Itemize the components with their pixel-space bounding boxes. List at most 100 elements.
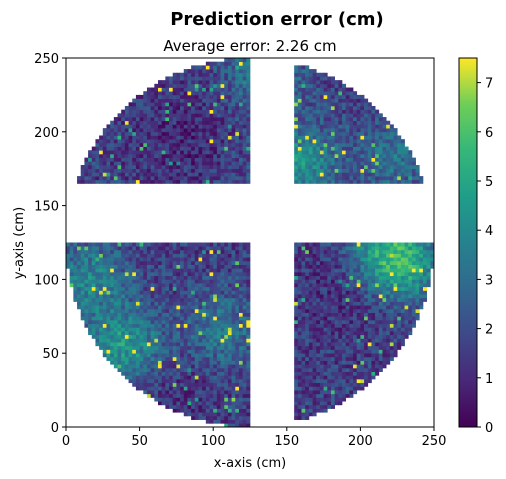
heatmap-cell: [161, 316, 166, 321]
heatmap-cell: [342, 294, 347, 299]
heatmap-cell: [187, 342, 192, 347]
heatmap-cell: [294, 338, 299, 343]
heatmap-cell: [128, 279, 133, 284]
heatmap-cell: [308, 87, 313, 92]
heatmap-cell: [84, 253, 89, 258]
heatmap-cell: [389, 168, 394, 173]
heatmap-cell: [99, 246, 104, 251]
heatmap-cell: [169, 117, 174, 122]
heatmap-cell: [216, 172, 221, 177]
heatmap-cell: [216, 83, 221, 88]
heatmap-cell: [191, 360, 196, 365]
heatmap-cell: [316, 308, 321, 313]
heatmap-cell: [367, 176, 372, 181]
heatmap-cell: [356, 312, 361, 317]
heatmap-cell: [165, 308, 170, 313]
heatmap-cell: [224, 76, 229, 81]
heatmap-cell: [209, 109, 214, 114]
heatmap-cell: [316, 360, 321, 365]
heatmap-cell: [327, 113, 332, 118]
heatmap-cell: [227, 124, 232, 129]
heatmap-cell: [176, 131, 181, 136]
heatmap-cell: [69, 253, 74, 258]
heatmap-cell: [367, 319, 372, 325]
heatmap-cell: [246, 58, 251, 63]
heatmap-cell: [242, 168, 247, 173]
heatmap-cell: [316, 345, 321, 350]
heatmap-cell: [378, 113, 383, 118]
heatmap-cell: [191, 246, 196, 251]
heatmap-cell: [180, 179, 185, 184]
heatmap-cell: [176, 142, 181, 147]
heatmap-cell: [301, 375, 306, 380]
heatmap-cell: [91, 297, 96, 302]
heatmap-cell: [198, 260, 203, 265]
heatmap-cell: [378, 367, 383, 372]
heatmap-cell: [143, 153, 148, 158]
heatmap-cell: [187, 408, 192, 413]
heatmap-cell: [213, 412, 218, 417]
heatmap-cell: [345, 249, 350, 254]
heatmap-cell: [375, 371, 380, 376]
heatmap-cell: [382, 124, 387, 129]
heatmap-cell: [139, 105, 144, 111]
heatmap-cell: [146, 172, 151, 177]
heatmap-cell: [242, 275, 247, 280]
heatmap-cell: [334, 94, 339, 99]
heatmap-cell: [84, 323, 89, 328]
heatmap-cell: [305, 397, 310, 402]
heatmap-cell: [150, 242, 155, 247]
heatmap-cell: [150, 319, 155, 325]
heatmap-cell: [132, 286, 137, 291]
heatmap-cell: [242, 364, 247, 369]
heatmap-cell: [194, 168, 199, 173]
heatmap-cell: [305, 401, 310, 406]
heatmap-cell: [209, 342, 214, 347]
heatmap-cell: [121, 279, 126, 284]
heatmap-cell: [231, 379, 236, 384]
heatmap-cell: [330, 294, 335, 299]
heatmap-cell: [220, 165, 225, 170]
heatmap-cell: [128, 139, 133, 144]
heatmap-cell: [371, 139, 376, 144]
heatmap-cell: [80, 312, 85, 317]
heatmap-cell: [382, 264, 387, 269]
heatmap-cell: [231, 290, 236, 295]
heatmap-cell: [316, 297, 321, 302]
heatmap-cell: [312, 397, 317, 402]
heatmap-cell: [323, 76, 328, 81]
heatmap-cell: [312, 264, 317, 269]
heatmap-cell: [246, 87, 251, 92]
heatmap-cell: [216, 297, 221, 302]
heatmap-cell: [356, 290, 361, 295]
heatmap-cell: [316, 264, 321, 269]
heatmap-cell: [91, 153, 96, 158]
heatmap-cell: [305, 375, 310, 380]
heatmap-cell: [312, 165, 317, 170]
heatmap-cell: [213, 349, 218, 354]
heatmap-cell: [319, 408, 324, 413]
heatmap-cell: [224, 423, 229, 428]
heatmap-cell: [154, 275, 159, 280]
heatmap-cell: [334, 342, 339, 347]
heatmap-cell: [375, 264, 380, 269]
heatmap-cell: [132, 139, 137, 144]
heatmap-cell: [209, 91, 214, 96]
heatmap-cell: [209, 249, 214, 254]
heatmap-cell: [327, 272, 332, 277]
heatmap-cell: [143, 338, 148, 343]
heatmap-cell: [191, 297, 196, 302]
heatmap-cell: [91, 275, 96, 280]
heatmap-cell: [143, 135, 148, 140]
heatmap-cell: [91, 157, 96, 162]
heatmap-cell: [371, 360, 376, 365]
heatmap-cell: [132, 153, 137, 158]
heatmap-cell: [154, 117, 159, 122]
heatmap-cell: [342, 242, 347, 247]
heatmap-cell: [209, 105, 214, 111]
heatmap-cell: [353, 139, 358, 144]
heatmap-cell: [349, 257, 354, 262]
heatmap-cell: [194, 356, 199, 361]
heatmap-cell: [345, 117, 350, 122]
heatmap-cell: [143, 386, 148, 391]
